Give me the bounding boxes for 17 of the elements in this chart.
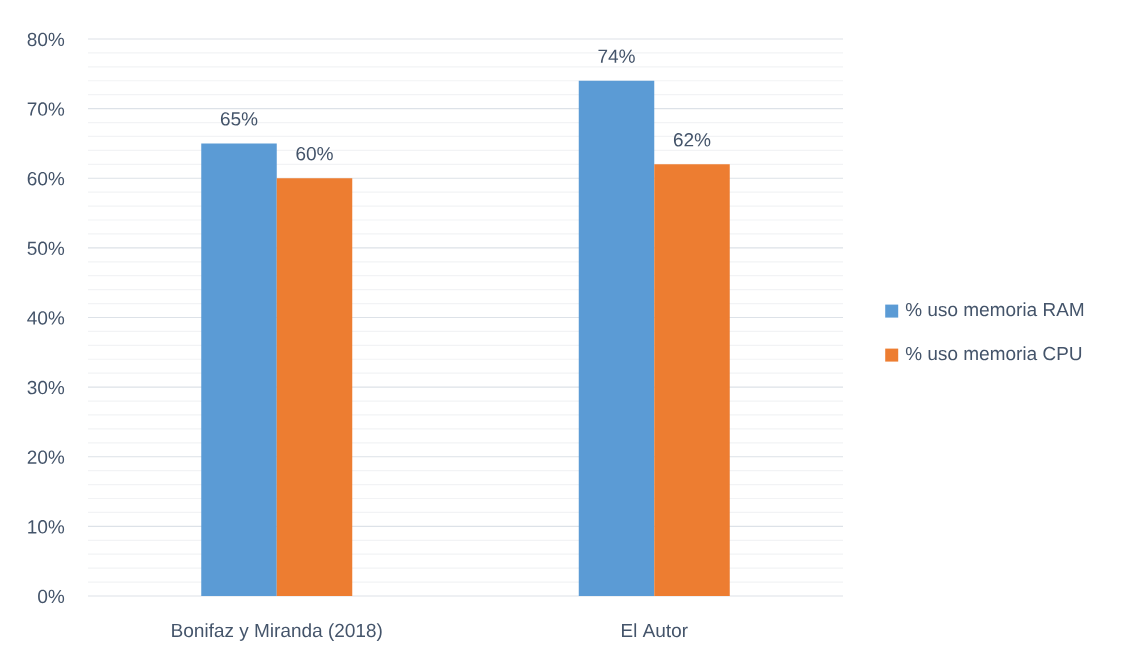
y-tick-label: 40%	[27, 311, 65, 325]
data-label: 62%	[673, 133, 711, 147]
y-tick-label: 30%	[27, 380, 65, 395]
y-tick-label: 10%	[28, 520, 65, 534]
legend-label: % uso memoria CPU	[905, 346, 1082, 361]
legend-label: % uso memoria RAM	[905, 302, 1084, 317]
x-tick-label: Bonifaz y Miranda (2018)	[172, 623, 382, 641]
data-label: 74%	[598, 49, 635, 63]
y-tick-label: 50%	[27, 241, 65, 256]
y-tick-label: 60%	[27, 171, 65, 186]
x-tick-label: El Autor	[622, 623, 688, 638]
y-tick-label: 80%	[27, 32, 65, 47]
y-tick-label: 70%	[27, 102, 65, 116]
y-tick-label: 20%	[27, 450, 65, 464]
data-label: 60%	[296, 146, 333, 161]
y-tick-label: 0%	[38, 589, 65, 604]
data-label: 65%	[220, 112, 258, 126]
